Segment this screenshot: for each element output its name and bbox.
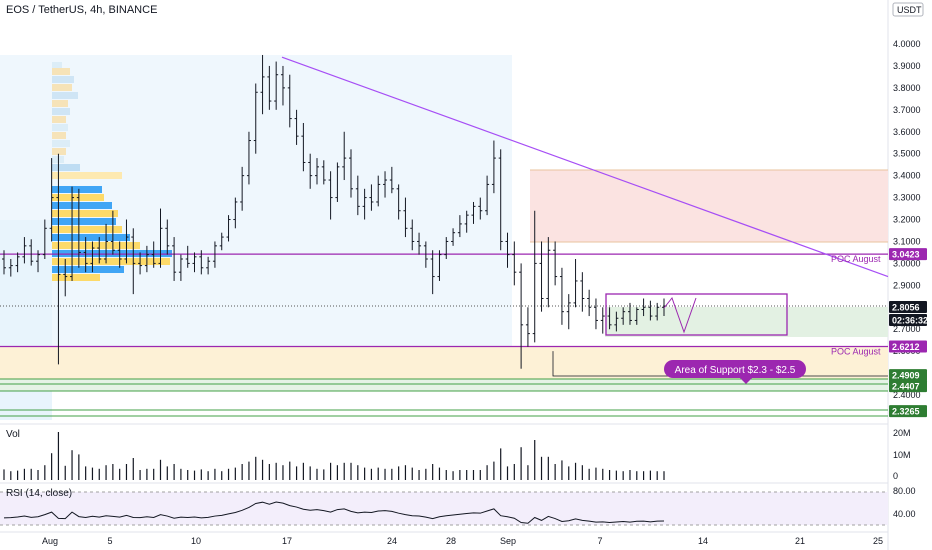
volume-profile-bar [52,132,66,139]
price-marker [889,301,927,313]
time-tick-label: 5 [107,536,112,546]
price-tick-label: 2.9000 [893,280,921,290]
volume-profile-bar [52,140,70,147]
volume-profile-bar [52,148,66,155]
price-tick-label: 3.4000 [893,171,921,181]
annotation-text: Area of Support $2.3 - $2.5 [675,365,796,376]
price-tick-label: 3.5000 [893,149,921,159]
price-tick-label: 3.0000 [893,258,921,268]
price-marker [889,340,927,353]
price-tick-label: 3.9000 [893,61,921,71]
time-tick-label: 25 [873,536,883,546]
support-zone-lower [0,379,888,391]
time-tick-label: 7 [597,536,602,546]
rsi-band [0,492,888,525]
price-marker-label: 02:36:32 [892,316,928,326]
volume-profile-bar [52,172,122,179]
volume-profile-bar [52,62,62,69]
downtrend-line [281,56,889,278]
price-tick-label: 2.4000 [893,390,921,400]
projection-path [663,296,697,334]
chart-title: EOS / TetherUS, 4h, BINANCE [6,4,158,16]
price-tick-label: 3.6000 [893,127,921,137]
volume-profile-bar [52,108,70,115]
currency-badge-label: USDT [897,5,922,15]
volume-profile-bar [52,258,170,265]
volume-profile-bar [52,186,102,193]
time-tick-label: Aug [42,536,58,546]
volume-tick-label: 10M [893,450,911,460]
volume-profile-bar [52,274,100,281]
price-marker-label: 2.6212 [892,342,920,352]
volume-profile-bar [52,202,112,209]
time-tick-label: 10 [191,536,201,546]
volume-profile-bar [52,218,116,225]
price-tick-label: 3.7000 [893,105,921,115]
price-tick-label: 3.3000 [893,193,921,203]
price-marker [889,314,927,326]
price-tick-label: 4.0000 [893,39,921,49]
volume-profile-bar [52,84,72,91]
volume-profile-bar [52,164,80,171]
price-tick-label: 3.8000 [893,83,921,93]
time-tick-label: Sep [500,536,516,546]
volume-pane-label: Vol [6,429,20,440]
volume-profile-bar [52,116,66,123]
price-marker-label: 2.8056 [892,303,920,313]
price-marker-label: 2.4909 [892,371,920,381]
volume-profile-bar [52,242,140,249]
price-marker [889,380,927,393]
volume-tick-label: 0 [893,471,898,481]
rsi-tick-label: 40.00 [893,509,916,519]
time-tick-label: 24 [387,536,397,546]
poc-label: POC August [831,254,881,264]
price-marker-label: 3.0423 [892,250,920,260]
volume-profile-bar [52,234,130,241]
price-tick-label: 3.1000 [893,236,921,246]
target-zone [605,307,888,337]
volume-profile-bar [52,68,70,75]
price-marker-label: 2.3265 [892,407,920,417]
price-tick-label: 3.2000 [893,215,921,225]
rsi-pane-label: RSI (14, close) [6,488,73,499]
volume-profile-bar [52,92,78,99]
rsi-tick-label: 80.00 [893,486,916,496]
time-tick-label: 28 [446,536,456,546]
time-tick-label: 14 [698,536,708,546]
price-tick-label: 2.7000 [893,324,921,334]
price-marker [889,248,927,261]
price-marker-label: 2.4407 [892,382,920,392]
price-marker [889,405,927,418]
volume-profile-bar [52,266,124,273]
volume-profile-bar [52,250,172,257]
consolidation-box [605,293,788,336]
volume-profile-bar [52,210,118,217]
volume-profile-bar [52,100,68,107]
resistance-zone [530,170,888,242]
volume-profile-bar [52,76,74,83]
time-tick-label: 17 [282,536,292,546]
time-tick-label: 21 [795,536,805,546]
poc-label: POC August [831,347,881,357]
annotation-pill [664,360,806,378]
annotation-pointer [740,378,752,384]
price-marker [889,369,927,382]
rsi-line [3,501,665,524]
volume-tick-label: 20M [893,428,911,438]
volume-profile-bar [52,124,68,131]
currency-badge [892,2,924,17]
volume-profile-bar [52,226,122,233]
